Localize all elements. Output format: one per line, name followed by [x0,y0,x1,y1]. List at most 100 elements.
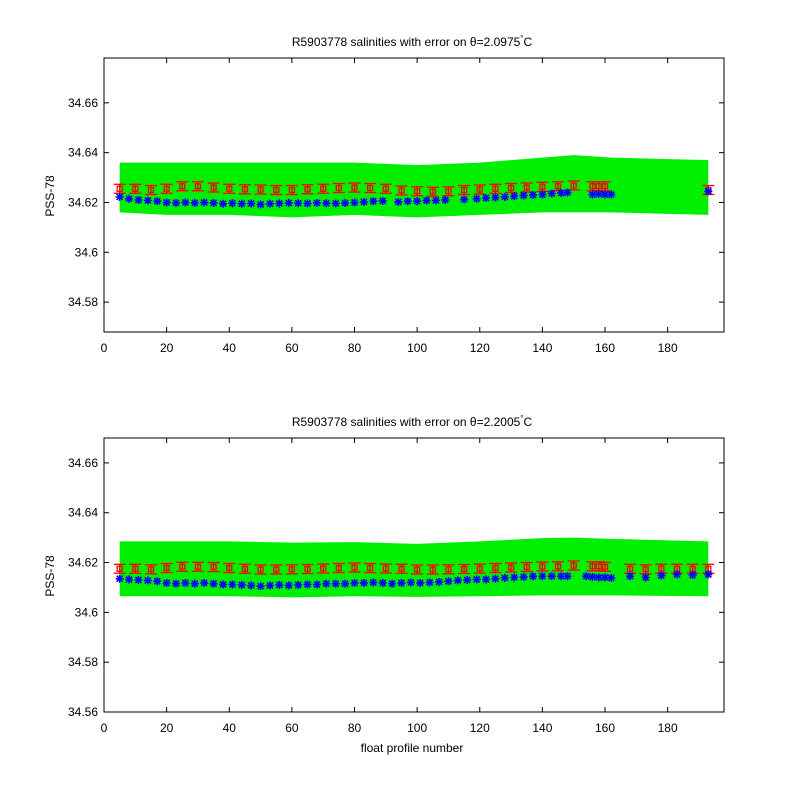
bottom-chart-title-unit: C [524,415,533,429]
calibrated-marker [132,185,139,192]
top-uncalibrated-point [510,192,519,201]
star-stroke-d2 [520,191,528,200]
bottom-uncalibrated-point [688,571,697,579]
top-uncalibrated-point [369,197,378,206]
star-stroke-d2 [588,190,597,199]
bottom-uncalibrated-point [563,572,572,581]
bottom-calibrated-point [301,563,314,575]
star-stroke-d2 [228,199,236,207]
star-stroke-d2 [275,199,283,208]
star-stroke-d2 [397,579,406,587]
top-calibrated-point [379,183,392,194]
bottom-calibrated-point [113,563,126,574]
bottom-uncalibrated-point [557,572,566,581]
calibrated-marker [351,564,358,571]
top-uncalibrated-point [704,187,713,196]
star-stroke-d2 [163,579,171,587]
bottom-uncalibrated-point [378,578,387,587]
calibrated-marker [601,563,609,570]
star-stroke-d2 [601,573,609,582]
top-uncalibrated-point [134,195,143,204]
bottom-uncalibrated-point [359,578,368,587]
top-calibrated-point [442,186,455,197]
top-calibrated-point [207,182,220,193]
star-stroke-d2 [360,579,368,587]
bottom-x-tick-label: 120 [470,721,490,735]
top-uncalibrated-point [284,198,293,207]
calibrated-marker [507,184,515,192]
calibrated-marker [304,186,311,193]
top-calibrated-point [567,180,580,191]
calibrated-marker [351,184,358,191]
star-stroke-d2 [529,191,537,199]
star-stroke-d2 [404,197,412,205]
top-y-tick-label: 34.62 [68,195,98,209]
top-calibrated-point [473,184,486,195]
star-stroke-d2 [360,198,368,206]
top-calibrated-point [238,184,251,195]
star-stroke-d2 [435,578,443,586]
calibrated-marker [570,562,577,569]
bottom-y-tick-label: 34.6 [75,605,99,619]
star-stroke-d2 [256,200,265,209]
star-stroke-d2 [172,199,180,207]
top-calibrated-point [301,184,314,195]
star-stroke-d2 [704,187,712,195]
star-stroke-d2 [601,190,609,199]
calibrated-marker [382,185,389,192]
bottom-uncalibrated-point [453,576,462,585]
star-stroke-d2 [153,197,161,205]
bottom-uncalibrated-point [190,579,199,588]
star-stroke-d2 [341,580,349,588]
calibrated-marker [210,184,217,191]
star-stroke-d2 [689,571,697,579]
bottom-uncalibrated-point [331,579,340,588]
bottom-uncalibrated-point [472,575,481,584]
star-stroke-d2 [704,570,712,579]
top-uncalibrated-point [125,194,134,203]
top-calibrated-point [411,186,424,197]
top-x-tick-label: 80 [348,341,362,355]
star-stroke-d2 [285,199,293,207]
bottom-uncalibrated-point [153,577,162,586]
star-stroke-d2 [441,196,449,204]
calibrated-marker [492,185,499,192]
top-calibrated-point [332,182,345,194]
bottom-calibrated-point [285,564,298,575]
calibrated-marker [320,185,327,192]
star-stroke-d2 [144,196,152,205]
calibrated-marker [163,185,170,192]
calibrated-marker [132,565,139,572]
bottom-uncalibrated-point [369,578,378,587]
star-stroke-d2 [266,200,274,208]
top-uncalibrated-point [209,198,218,207]
top-uncalibrated-point [275,199,284,208]
bottom-uncalibrated-point [115,574,124,583]
star-stroke-d2 [407,578,415,587]
bottom-x-tick-label: 40 [223,721,237,735]
star-stroke-d2 [247,199,255,208]
star-stroke-d2 [332,580,340,588]
bottom-uncalibrated-point [519,572,528,581]
star-stroke-d2 [144,576,152,585]
star-stroke-d2 [200,579,208,587]
calibrated-marker [413,188,421,195]
star-stroke-d2 [313,580,321,589]
calibrated-marker [642,566,649,573]
star-stroke-d2 [125,575,133,584]
top-y-tick-label: 34.6 [75,245,99,259]
star-stroke-d2 [413,197,421,205]
star-stroke-d2 [501,193,509,201]
bottom-calibrated-point [129,563,142,574]
star-stroke-d2 [238,200,246,208]
bottom-y-axis-label: PSS-78 [43,555,57,597]
top-uncalibrated-point [181,198,190,207]
bottom-uncalibrated-point [406,578,415,587]
bottom-calibrated-point [520,561,533,573]
star-stroke-d2 [369,197,377,205]
calibrated-marker [116,185,123,192]
star-stroke-d2 [426,578,434,587]
calibrated-marker [210,563,217,571]
bottom-uncalibrated-point [134,575,143,584]
